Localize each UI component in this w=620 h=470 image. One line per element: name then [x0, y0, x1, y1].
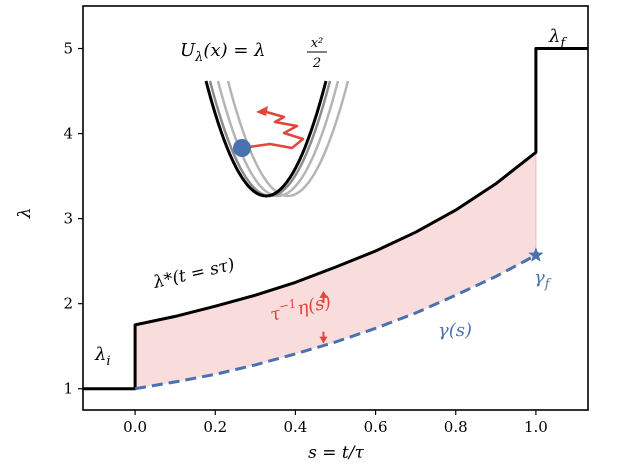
x-tick-label: 0.4	[283, 418, 307, 436]
plot-area	[82, 5, 589, 411]
noise-trajectory	[248, 109, 305, 150]
gamma-f-label: γf	[534, 267, 552, 292]
y-axis-label: λ	[15, 208, 35, 220]
y-tick-label: 1	[63, 380, 73, 398]
x-tick-label: 1.0	[524, 418, 548, 436]
x-tick-label: 0.0	[123, 418, 147, 436]
noise-arrow-head	[256, 106, 268, 116]
x-axis-label: s = t/τ	[308, 443, 364, 463]
protocol-line	[83, 47, 588, 391]
y-tick-label: 5	[63, 40, 73, 58]
plot-frame	[82, 5, 589, 411]
x-tick-label: 0.2	[203, 418, 227, 436]
lambda-f-label: λf	[548, 26, 567, 51]
fill-region	[135, 152, 536, 389]
eta-arrow-up-head	[319, 290, 328, 298]
x-tick-label: 0.8	[444, 418, 468, 436]
gamma-s-label: γ(s)	[438, 320, 472, 341]
particle	[233, 139, 251, 157]
lambda-i-label: λi	[94, 344, 111, 369]
eta-arrow-down-head	[319, 336, 328, 344]
lambda-star-label: λ*(t = sτ)	[151, 255, 237, 293]
gamma-line	[134, 253, 537, 391]
x-tick-label: 0.6	[364, 418, 388, 436]
y-tick-label: 4	[63, 125, 73, 143]
potential-formula: Uλ(x) = λ	[180, 40, 266, 65]
axis-ticks: 0.0 0.2 0.4 0.6 0.8 1.0 1 2 3 4 5	[63, 40, 547, 436]
potential-frac-den: 2	[312, 56, 321, 71]
gamma-f-star	[528, 247, 544, 262]
potential-frac-num: x²	[311, 36, 324, 51]
y-tick-label: 3	[63, 210, 73, 228]
potential-well-current	[204, 80, 328, 198]
y-tick-label: 2	[63, 295, 73, 313]
